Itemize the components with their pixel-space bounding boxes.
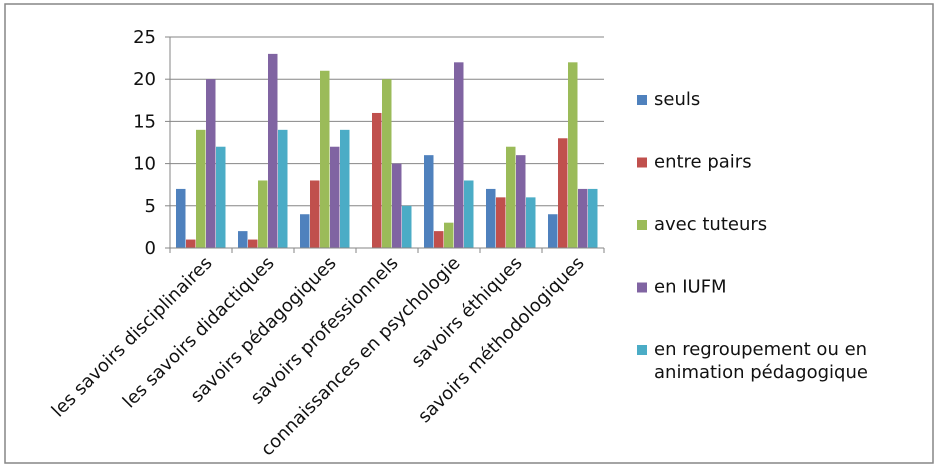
- bar: [216, 146, 226, 248]
- bar: [320, 70, 330, 248]
- bar: [248, 239, 258, 248]
- bar: [578, 188, 588, 248]
- bar: [372, 112, 382, 249]
- bar: [568, 62, 578, 248]
- y-tick-label: 15: [133, 111, 156, 132]
- bar: [434, 231, 444, 248]
- legend-label: en regroupement ou en: [654, 339, 867, 360]
- legend-swatch: [637, 345, 647, 355]
- legend: seuls entre pairs avec tuteurs en IUFM en re…: [637, 89, 868, 383]
- y-tick-label: 10: [133, 154, 156, 175]
- bar: [278, 129, 288, 248]
- y-tick-label: 25: [133, 27, 156, 48]
- legend-swatch: [637, 220, 647, 230]
- bar: [238, 231, 248, 248]
- legend-label: en IUFM: [654, 277, 727, 298]
- bar: [176, 188, 186, 248]
- legend-swatch: [637, 157, 647, 168]
- legend-label: entre pairs: [654, 152, 752, 173]
- bar: [496, 197, 506, 248]
- bar: [526, 197, 536, 248]
- bar: [196, 129, 206, 248]
- bar: [424, 155, 434, 248]
- legend-swatch: [637, 282, 647, 293]
- y-tick-label: 20: [133, 69, 156, 90]
- legend-label: animation pédagogique: [654, 362, 868, 383]
- bar: [548, 214, 558, 248]
- bar: [392, 163, 402, 248]
- bars: [176, 53, 598, 249]
- bar: [402, 205, 412, 248]
- bar: [258, 180, 268, 248]
- bar: [330, 146, 340, 248]
- bar: [454, 62, 464, 248]
- bar: [516, 155, 526, 248]
- bar: [186, 239, 196, 248]
- bar: [206, 79, 216, 248]
- bar: [558, 138, 568, 248]
- bar: [310, 180, 320, 248]
- bar: [300, 214, 310, 248]
- legend-label: avec tuteurs: [654, 214, 767, 235]
- bar: [340, 129, 350, 248]
- bar: [464, 180, 474, 248]
- bar: [268, 53, 278, 248]
- bar: [444, 222, 454, 248]
- bar: [588, 188, 598, 248]
- y-tick-label: 5: [145, 196, 156, 217]
- legend-label: seuls: [654, 89, 700, 110]
- bar: [506, 146, 516, 248]
- y-tick-label: 0: [145, 238, 156, 259]
- bar: [486, 188, 496, 248]
- legend-swatch: [637, 95, 647, 105]
- bar: [382, 79, 392, 248]
